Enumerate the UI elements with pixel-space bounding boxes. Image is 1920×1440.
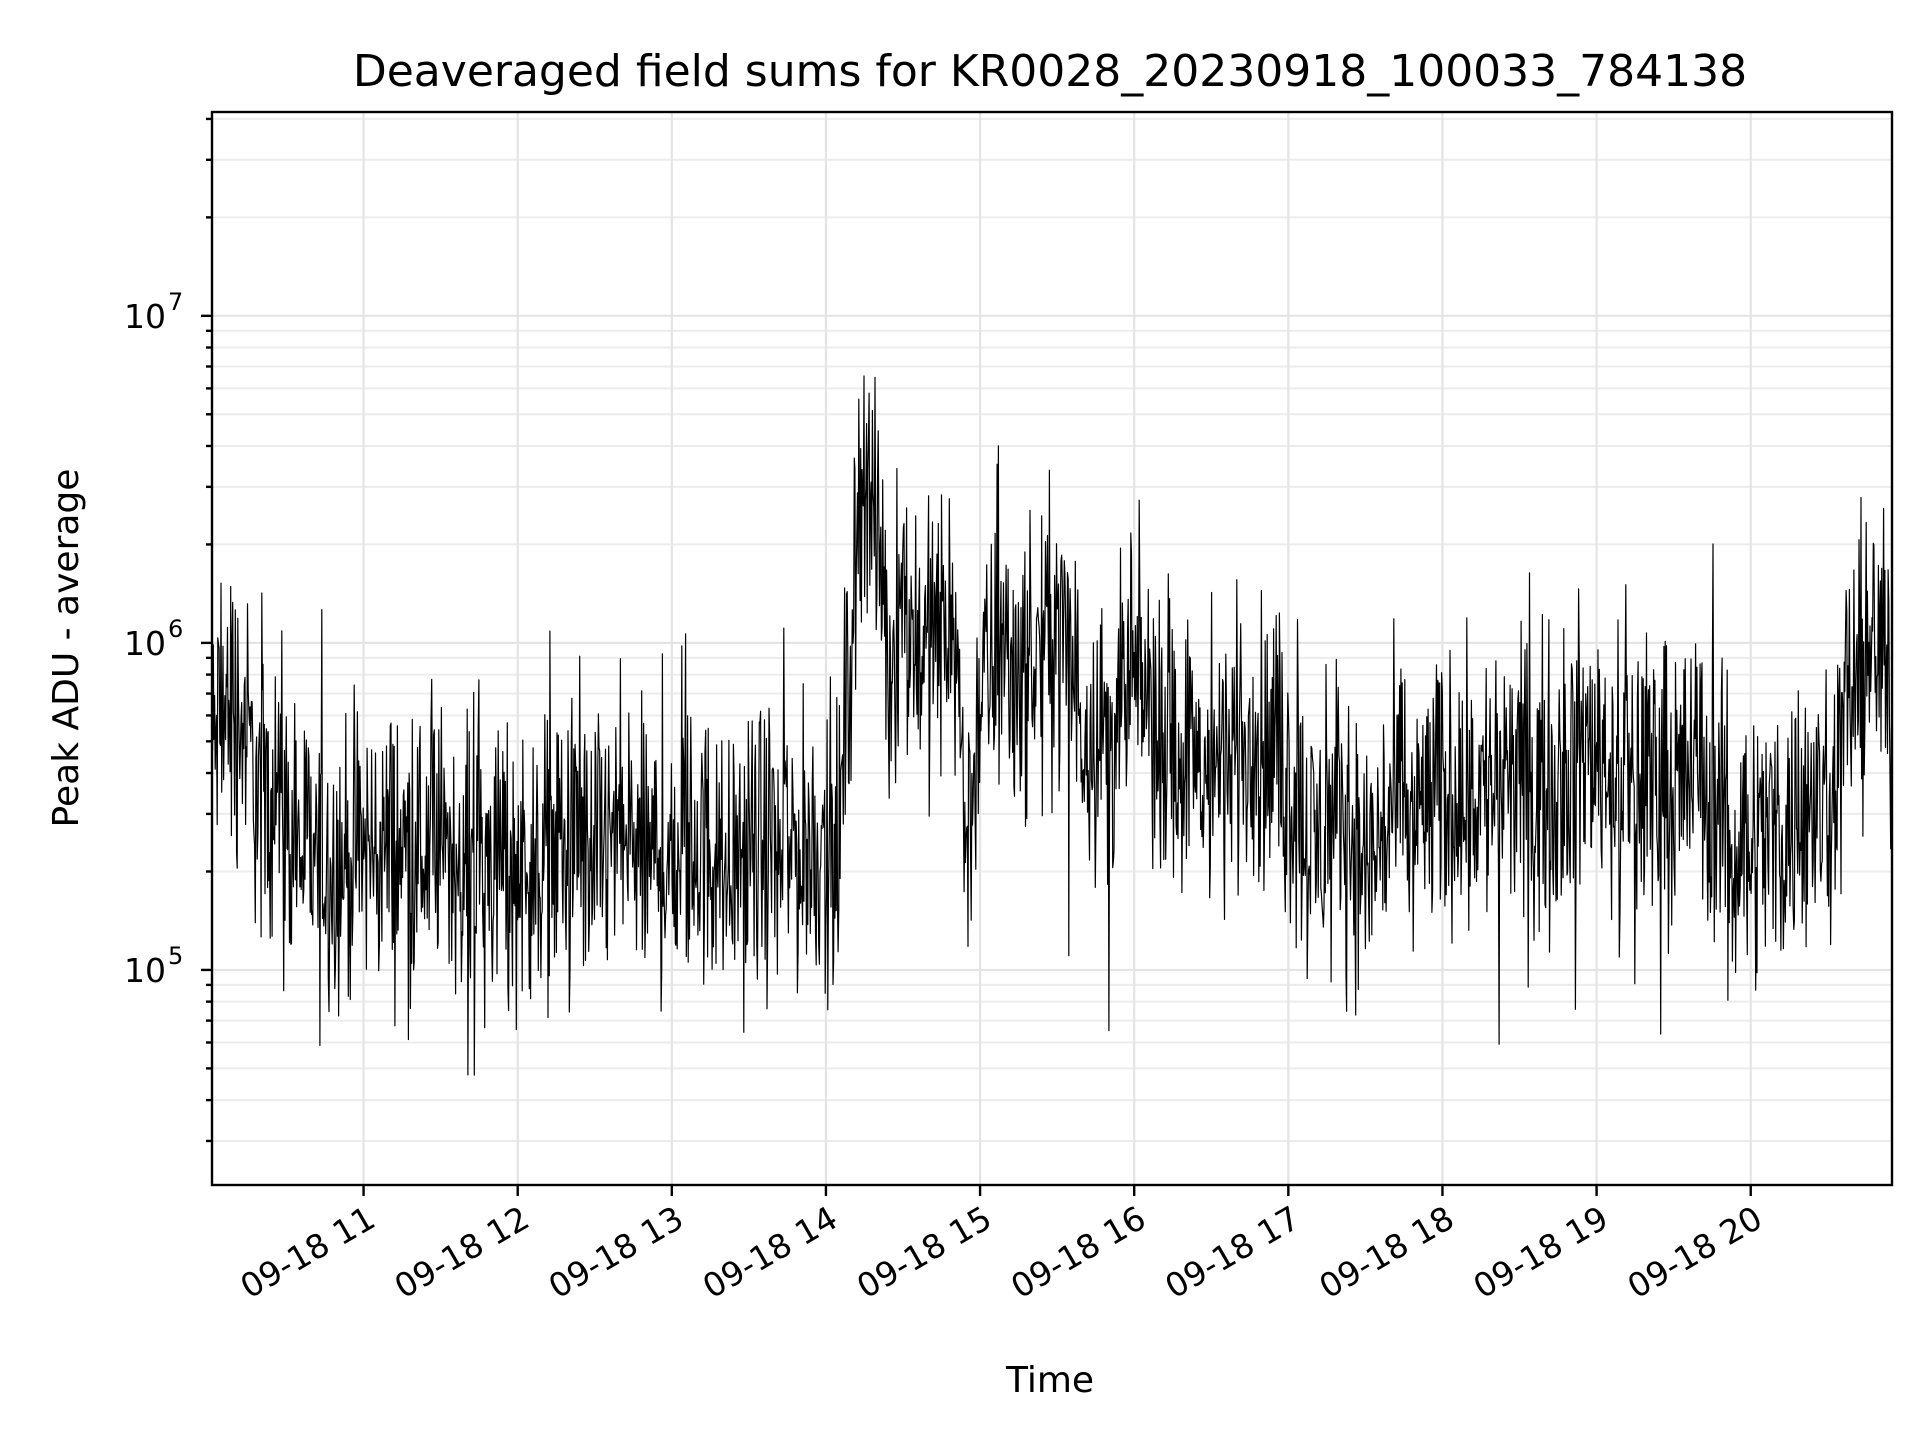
series-line xyxy=(211,375,1893,1076)
y-tick-label: 10 xyxy=(124,624,166,663)
y-axis-label: Peak ADU - average xyxy=(46,469,87,828)
plot-frame xyxy=(210,110,1894,1187)
series-layer xyxy=(211,375,1893,1076)
y-tick-label: 10 xyxy=(124,297,166,336)
x-axis-label: Time xyxy=(1005,1360,1094,1401)
y-tick-exponent: 5 xyxy=(168,942,183,970)
axis-ticks xyxy=(201,117,1752,1196)
y-tick-exponent: 6 xyxy=(168,615,183,643)
y-tick-label: 10 xyxy=(124,951,166,990)
y-tick-label-group: 10 5 xyxy=(124,942,183,990)
y-tick-exponent: 7 xyxy=(168,288,183,316)
y-tick-label-group: 10 7 xyxy=(124,288,183,336)
chart-title: Deaveraged field sums for KR0028_2023091… xyxy=(353,46,1747,97)
y-tick-label-group: 10 6 xyxy=(124,615,183,663)
